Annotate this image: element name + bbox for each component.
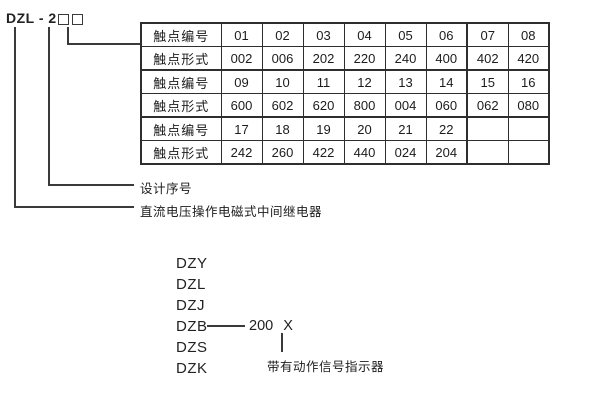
table-cell: 080 [507,93,550,118]
table-cell: 400 [425,46,468,71]
table-cell: 17 [220,116,263,141]
table-cell: 09 [220,69,263,94]
table-cell: 03 [302,22,345,47]
table-cell: 11 [302,69,345,94]
row-header-cell: 触点编号 [140,69,222,94]
indicator-note: 带有动作信号指示器 [267,360,385,374]
table-cell: 440 [343,140,386,165]
table-cell: 060 [425,93,468,118]
leader-line-design-serial-vertical [48,27,50,185]
table-cell: 06 [425,22,468,47]
table-row: 触点编号 17 18 19 20 21 22 [140,116,550,141]
table-cell: 21 [384,116,427,141]
suffix-code: 200 X [249,318,293,334]
table-cell: 04 [343,22,386,47]
model-list-item-dzs: DZS [176,339,208,356]
table-row: 触点形式 002 006 202 220 240 400 402 420 [140,46,550,71]
model-code-digit-box-2 [72,14,83,25]
suffix-variant: X [283,318,293,334]
leader-line-relay-type-vertical [14,27,16,207]
model-code-text: DZL - 2 [6,10,57,26]
table-cell: 01 [220,22,263,47]
table-row: 触点形式 242 260 422 440 024 204 [140,140,550,165]
table-cell: 13 [384,69,427,94]
table-cell: 18 [261,116,304,141]
table-cell: 602 [261,93,304,118]
row-header-cell: 触点编号 [140,116,222,141]
table-cell: 22 [425,116,468,141]
table-cell: 19 [302,116,345,141]
row-header-cell: 触点形式 [140,93,222,118]
table-cell: 240 [384,46,427,71]
table-cell: 402 [466,46,509,71]
row-header-cell: 触点编号 [140,22,222,47]
table-cell: 07 [466,22,509,47]
table-cell: 800 [343,93,386,118]
design-serial-label: 设计序号 [140,182,193,196]
table-cell: 20 [343,116,386,141]
table-cell: 062 [466,93,509,118]
table-cell: 024 [384,140,427,165]
table-cell [507,116,550,141]
table-cell: 006 [261,46,304,71]
model-code-digit-box-1 [58,14,69,25]
leader-line-table-horizontal [67,43,141,45]
dzb-suffix-line [207,325,245,327]
contact-table: 触点编号 01 02 03 04 05 06 07 08 触点形式 002 006 202 220 240 4… [140,22,550,165]
leader-line-table-vertical [67,27,69,44]
table-cell: 202 [302,46,345,71]
model-list-item-dzj: DZJ [176,297,205,314]
table-cell [466,140,509,165]
model-list-item-dzk: DZK [176,360,208,377]
table-cell: 004 [384,93,427,118]
table-cell: 002 [220,46,263,71]
table-cell: 08 [507,22,550,47]
table-cell: 16 [507,69,550,94]
table-row: 触点形式 600 602 620 800 004 060 062 080 [140,93,550,118]
suffix-number: 200 [249,318,274,334]
model-list-item-dzl: DZL [176,276,206,293]
row-header-cell: 触点形式 [140,140,222,165]
table-cell: 10 [261,69,304,94]
table-cell: 02 [261,22,304,47]
model-list-item-dzy: DZY [176,255,208,272]
table-cell: 600 [220,93,263,118]
contact-table-wrapper: 触点编号 01 02 03 04 05 06 07 08 触点形式 002 006 202 220 240 4… [140,22,550,165]
model-list-item-dzb: DZB [176,318,208,335]
table-cell: 204 [425,140,468,165]
table-row: 触点编号 09 10 11 12 13 14 15 16 [140,69,550,94]
table-cell: 422 [302,140,345,165]
table-cell: 260 [261,140,304,165]
indicator-leader-line [281,333,283,352]
table-cell: 420 [507,46,550,71]
table-cell [507,140,550,165]
row-header-cell: 触点形式 [140,46,222,71]
relay-type-label: 直流电压操作电磁式中间继电器 [140,205,323,219]
contact-table-body: 触点编号 01 02 03 04 05 06 07 08 触点形式 002 006 202 220 240 4… [140,22,550,165]
table-cell: 12 [343,69,386,94]
table-cell: 14 [425,69,468,94]
table-cell: 15 [466,69,509,94]
table-cell: 220 [343,46,386,71]
leader-line-design-serial-horizontal [48,184,134,186]
table-cell: 05 [384,22,427,47]
table-cell: 620 [302,93,345,118]
table-cell [466,116,509,141]
table-cell: 242 [220,140,263,165]
table-row: 触点编号 01 02 03 04 05 06 07 08 [140,22,550,47]
leader-line-relay-type-horizontal [14,206,134,208]
